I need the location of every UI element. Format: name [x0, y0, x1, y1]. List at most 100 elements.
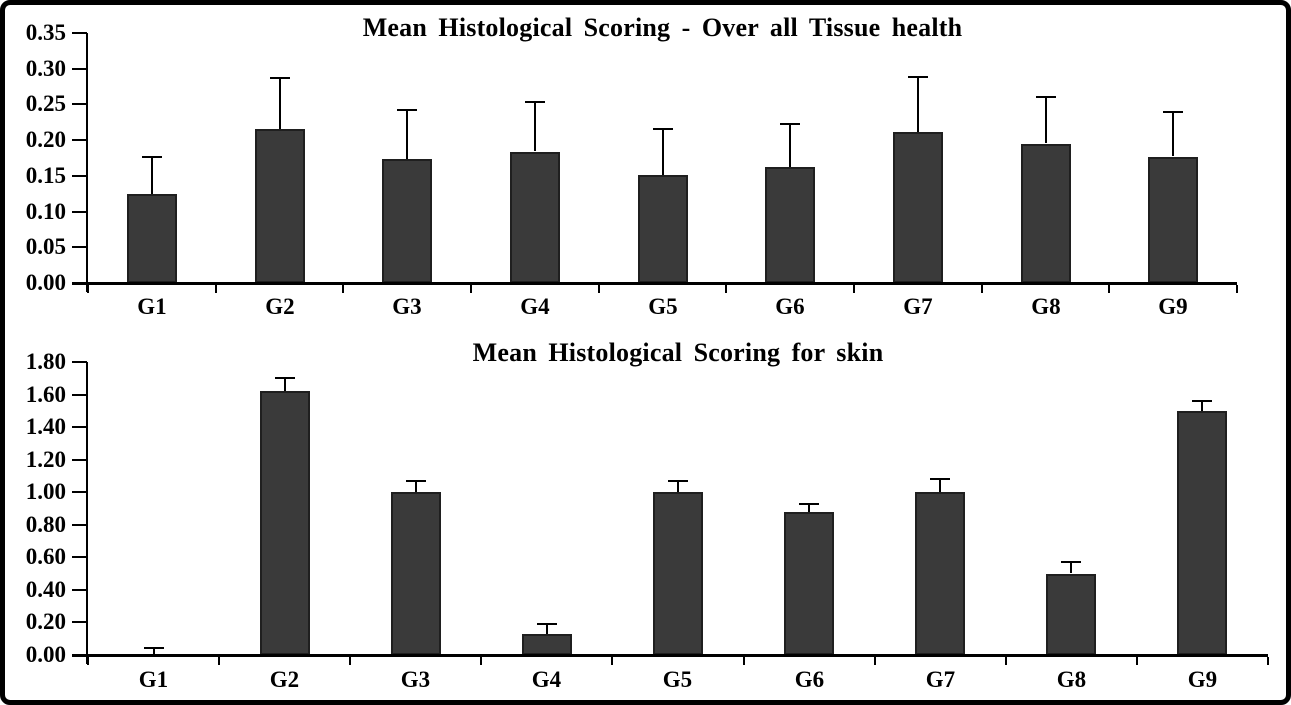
error-bar-G6: [808, 504, 810, 512]
y-tick-label: 0.60: [25, 544, 66, 569]
x-tick: [218, 657, 220, 665]
error-bar-G8: [1070, 562, 1072, 573]
x-tick-label-G9: G9: [1187, 667, 1218, 692]
error-cap-G6: [780, 123, 800, 125]
y-tick-label: 0.20: [25, 609, 66, 634]
error-cap-G4: [525, 101, 545, 103]
error-bar-G1: [151, 157, 153, 194]
y-tick-label: 1.40: [25, 414, 66, 439]
bar-G5: [653, 492, 703, 655]
x-tick: [874, 657, 876, 665]
y-tick-label: 0.00: [25, 270, 66, 295]
error-bar-G7: [939, 479, 941, 492]
y-tick-label: 0.80: [25, 512, 66, 537]
error-bar-G2: [284, 378, 286, 391]
x-tick: [611, 657, 613, 665]
x-tick: [349, 657, 351, 665]
y-tick-label: 0.00: [25, 642, 66, 667]
x-tick: [87, 657, 89, 665]
x-tick-label-G7: G7: [903, 294, 933, 319]
y-tick: [72, 621, 87, 623]
y-tick: [72, 491, 87, 493]
bar-G4: [522, 634, 572, 655]
y-tick-label: 1.60: [25, 382, 66, 407]
error-bar-G9: [1172, 112, 1174, 156]
x-tick-label-G3: G3: [392, 294, 422, 319]
x-tick-label-G8: G8: [1056, 667, 1087, 692]
x-axis: [72, 654, 1268, 657]
y-tick-label: 1.00: [25, 479, 66, 504]
x-tick: [1005, 657, 1007, 665]
y-tick: [72, 394, 87, 396]
error-cap-G8: [1036, 96, 1056, 98]
y-tick-label: 0.25: [25, 91, 66, 116]
y-tick: [72, 211, 87, 213]
x-tick: [480, 657, 482, 665]
bar-G9: [1177, 411, 1227, 655]
bar-G3: [391, 492, 441, 655]
error-cap-G2: [275, 377, 295, 379]
chart-title-skin-scoring: Mean Histological Scoring for skin: [472, 338, 884, 367]
error-bar-G1: [153, 648, 155, 655]
error-cap-G3: [406, 480, 426, 482]
error-bar-G8: [1045, 97, 1047, 143]
y-tick: [72, 68, 87, 70]
error-cap-G6: [799, 503, 819, 505]
chart-title-overall-tissue-health: Mean Histological Scoring - Over all Tis…: [362, 13, 963, 42]
bar-G5: [638, 175, 688, 283]
error-cap-G9: [1192, 400, 1212, 402]
error-cap-G5: [653, 128, 673, 130]
y-tick: [72, 589, 87, 591]
y-axis: [86, 33, 88, 292]
x-tick: [853, 285, 855, 293]
x-tick-label-G7: G7: [925, 667, 956, 692]
y-tick-label: 0.15: [25, 163, 66, 188]
x-tick: [743, 657, 745, 665]
y-tick-label: 1.20: [25, 447, 66, 472]
x-tick-label-G2: G2: [269, 667, 300, 692]
y-tick-label: 0.35: [25, 20, 66, 45]
x-tick-label-G4: G4: [520, 294, 550, 319]
x-tick: [981, 285, 983, 293]
error-cap-G7: [930, 478, 950, 480]
y-tick-label: 0.10: [25, 199, 66, 224]
x-axis: [72, 282, 1237, 285]
bar-G2: [260, 391, 310, 655]
x-tick: [470, 285, 472, 293]
y-tick: [72, 175, 87, 177]
x-tick: [725, 285, 727, 293]
x-tick-label-G2: G2: [265, 294, 295, 319]
x-tick-label-G3: G3: [400, 667, 431, 692]
x-tick-label-G1: G1: [138, 667, 169, 692]
y-tick: [72, 459, 87, 461]
y-tick-label: 0.20: [25, 127, 66, 152]
error-cap-G1: [144, 647, 164, 649]
error-bar-G4: [534, 102, 536, 151]
error-cap-G4: [537, 623, 557, 625]
x-tick: [1267, 657, 1269, 665]
bar-G1: [127, 194, 177, 283]
bar-G6: [784, 512, 834, 655]
bar-G8: [1021, 144, 1071, 283]
y-tick-label: 0.30: [25, 56, 66, 81]
bar-G9: [1148, 157, 1198, 283]
x-tick-label-G1: G1: [137, 294, 167, 319]
x-tick: [1236, 285, 1238, 293]
y-tick: [72, 361, 87, 363]
error-bar-G6: [789, 124, 791, 167]
x-tick: [215, 285, 217, 293]
x-tick-label-G5: G5: [662, 667, 693, 692]
bar-G8: [1046, 574, 1096, 655]
error-bar-G5: [677, 481, 679, 492]
y-tick: [72, 139, 87, 141]
error-cap-G3: [397, 109, 417, 111]
y-tick: [72, 556, 87, 558]
x-tick-label-G6: G6: [794, 667, 825, 692]
y-axis: [86, 362, 88, 664]
error-cap-G5: [668, 480, 688, 482]
y-tick: [72, 32, 87, 34]
error-bar-G7: [917, 77, 919, 132]
x-tick-label-G9: G9: [1158, 294, 1188, 319]
